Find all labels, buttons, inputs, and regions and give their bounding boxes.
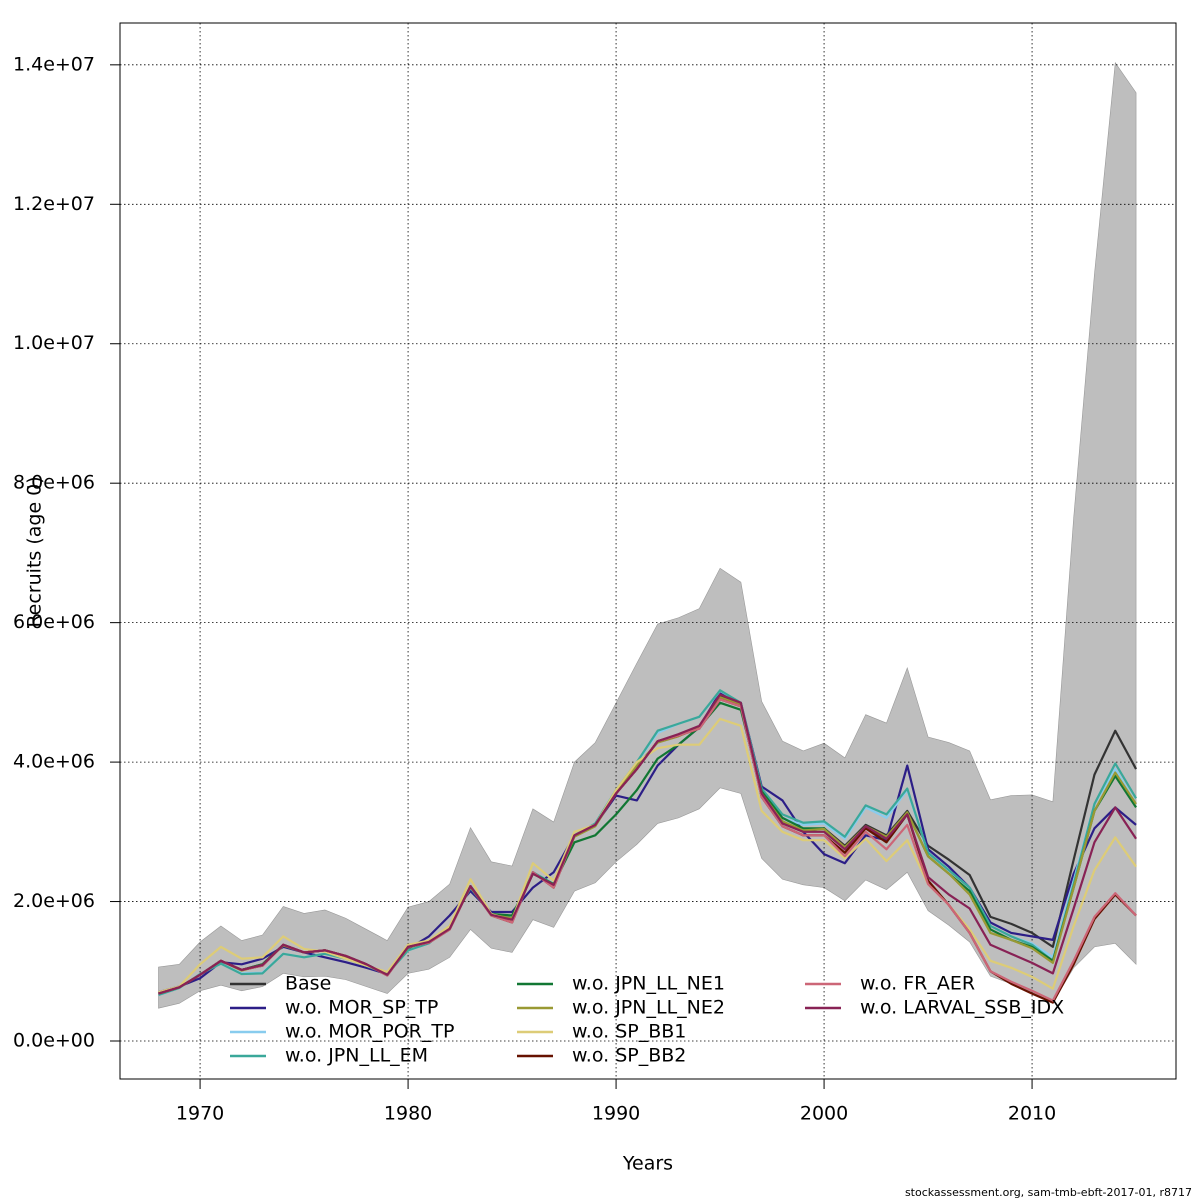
y-tick-label: 6.0e+06 [13,611,95,633]
plot-area [120,23,1176,1079]
legend-label: w.o. MOR_POR_TP [285,1021,454,1043]
confidence-band [158,61,1137,1009]
x-tick-label: 2000 [800,1103,848,1125]
legend-label: Base [285,973,331,995]
y-tick-label: 1.4e+07 [13,53,95,75]
x-tick-label: 2010 [1008,1103,1056,1125]
legend-label: w.o. LARVAL_SSB_IDX [860,997,1064,1019]
legend-label: w.o. SP_BB1 [572,1021,686,1043]
y-tick-label: 0.0e+00 [13,1029,95,1051]
legend-label: w.o. JPN_LL_NE1 [572,973,725,995]
x-axis-title: Years [622,1153,673,1175]
series-line [158,693,1137,995]
y-tick-label: 1.2e+07 [13,193,95,215]
y-tick-label: 1.0e+07 [13,332,95,354]
x-tick-label: 1990 [592,1103,640,1125]
legend-label: w.o. MOR_SP_TP [285,997,438,1019]
legend-label: w.o. JPN_LL_NE2 [572,997,725,1019]
legend-label: w.o. FR_AER [860,973,975,995]
legend-label: w.o. SP_BB2 [572,1045,686,1067]
x-tick-label: 1970 [176,1103,224,1125]
x-tick-label: 1980 [384,1103,432,1125]
legend-label: w.o. JPN_LL_EM [285,1045,428,1067]
y-tick-label: 2.0e+06 [13,890,95,912]
y-tick-label: 4.0e+06 [13,751,95,773]
y-tick-label: 8.0e+06 [13,472,95,494]
series-line [158,689,1138,997]
footnote: stockassessment.org, sam-tmb-ebft-2017-0… [905,1186,1192,1199]
y-axis-title: Recruits (age 0) [24,476,46,627]
plot-frame [119,22,1177,1080]
